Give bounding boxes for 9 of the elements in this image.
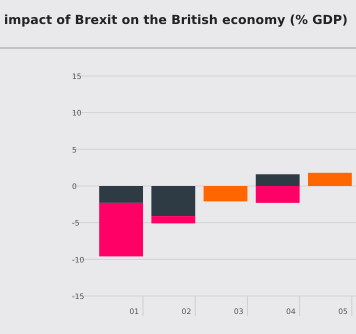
chart-title: impact of Brexit on the British economy (% GDP) bbox=[4, 12, 348, 27]
bar bbox=[308, 172, 352, 186]
bar bbox=[204, 186, 248, 202]
bar bbox=[151, 216, 196, 224]
bar bbox=[256, 174, 300, 186]
bar bbox=[99, 186, 144, 203]
bar bbox=[256, 186, 300, 203]
bar bbox=[151, 186, 196, 216]
bar bbox=[99, 202, 144, 256]
